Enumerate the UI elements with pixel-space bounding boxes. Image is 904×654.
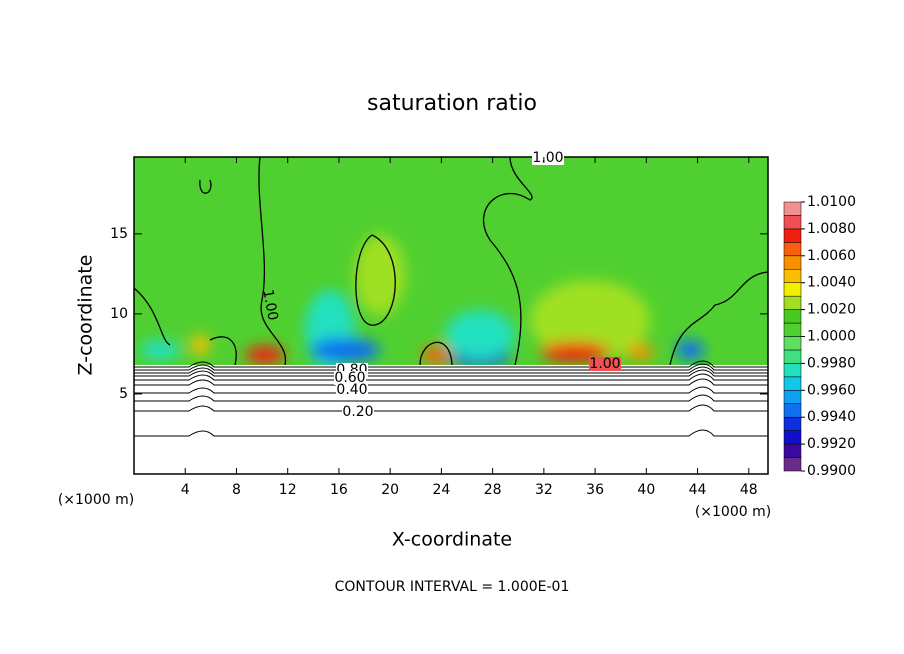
colorbar-label: 1.0040 xyxy=(807,275,856,291)
x-tick-label: 24 xyxy=(432,482,450,498)
x-tick-label: 40 xyxy=(637,482,655,498)
colorbar-box xyxy=(783,416,802,431)
colorbar-box xyxy=(783,363,802,378)
contour-label: 1.00 xyxy=(589,356,620,372)
contour-label-bg xyxy=(532,151,564,165)
colorbar-box xyxy=(783,255,802,270)
contour-line xyxy=(134,363,768,371)
x-unit: (×1000 m) xyxy=(695,504,771,520)
contour-label: 0.60 xyxy=(334,370,365,386)
contour-line xyxy=(134,404,768,412)
y-tick-label: 15 xyxy=(110,226,128,242)
colorbar-box xyxy=(783,376,802,391)
colorbar-box xyxy=(783,457,802,472)
colorbar-box xyxy=(783,295,802,310)
x-tick-label: 36 xyxy=(586,482,604,498)
colorbar-box xyxy=(783,443,802,458)
colorbar-label: 0.9920 xyxy=(807,436,856,452)
contour-line xyxy=(134,369,768,377)
x-tick-label: 16 xyxy=(330,482,348,498)
x-tick-label: 4 xyxy=(181,482,190,498)
contour-label: 0.20 xyxy=(342,404,373,420)
colorbar-box xyxy=(783,228,802,243)
colorbar-box xyxy=(783,322,802,337)
contour-label-bg xyxy=(589,357,621,371)
contour-line xyxy=(134,360,768,368)
colorbar-box xyxy=(783,269,802,283)
colorbar-box xyxy=(783,336,802,351)
contour-line xyxy=(134,429,768,437)
colorbar-box xyxy=(783,390,802,404)
colorbar-box xyxy=(783,201,802,216)
colorbar-label: 1.0080 xyxy=(807,221,856,237)
colorbar-box xyxy=(783,282,802,297)
contour-label: 1.00 xyxy=(532,150,563,166)
footer: CONTOUR INTERVAL = 1.000E-01 xyxy=(335,579,570,595)
x-tick-label: 48 xyxy=(740,482,758,498)
x-axis-label: X-coordinate xyxy=(392,529,512,551)
colorbar-box xyxy=(783,215,802,230)
colorbar-box xyxy=(783,430,802,445)
colorbar-box xyxy=(783,309,802,324)
x-tick-label: 20 xyxy=(381,482,399,498)
chart-title: saturation ratio xyxy=(367,91,537,116)
contour-line xyxy=(134,366,768,374)
contour-line xyxy=(134,378,768,386)
x-tick-label: 44 xyxy=(689,482,707,498)
contour-label-bg xyxy=(342,405,374,419)
colorbar-label: 1.0000 xyxy=(807,329,856,345)
contour-line xyxy=(134,386,768,394)
colorbar-label: 1.0060 xyxy=(807,248,856,264)
contour-label-bg xyxy=(336,383,368,397)
x-tick-label: 28 xyxy=(484,482,502,498)
colorbar-box xyxy=(783,349,802,364)
x-tick-label: 12 xyxy=(279,482,297,498)
colorbar-label: 1.0020 xyxy=(807,302,856,318)
colorbar-label: 0.9940 xyxy=(807,409,856,425)
contour-line xyxy=(134,373,768,381)
y-axis-label: Z-coordinate xyxy=(75,255,97,376)
plot-frame xyxy=(133,156,769,475)
contour-label: 0.40 xyxy=(336,382,367,398)
colorbar-box xyxy=(783,242,802,257)
field xyxy=(134,157,768,365)
x-unit: (×1000 m) xyxy=(58,492,134,508)
y-tick-label: 10 xyxy=(110,306,128,322)
y-tick-label: 5 xyxy=(119,386,128,402)
contour-label-bg xyxy=(334,371,366,385)
colorbar-box xyxy=(783,403,802,418)
colorbar-label: 0.9960 xyxy=(807,382,856,398)
colorbar-label: 0.9900 xyxy=(807,463,856,479)
contour-label: 1.00 xyxy=(259,288,280,321)
colorbar-label: 1.0100 xyxy=(807,194,856,210)
x-tick-label: 8 xyxy=(232,482,241,498)
x-tick-label: 32 xyxy=(535,482,553,498)
colorbar-label: 0.9980 xyxy=(807,355,856,371)
contour-line xyxy=(134,394,768,402)
